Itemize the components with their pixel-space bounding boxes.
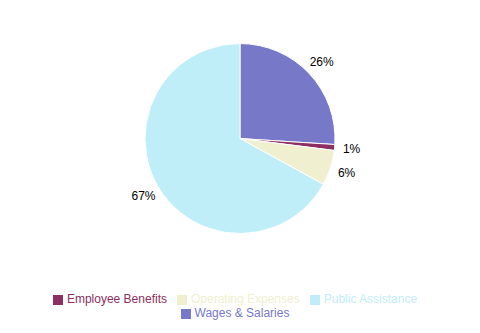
svg-text:1%: 1% — [343, 142, 361, 156]
html-text:Wages & Salaries: Wages & Salaries — [194, 306, 290, 320]
svg-text:6%: 6% — [338, 166, 356, 180]
html-text:Employee Benefits: Employee Benefits — [66, 292, 167, 306]
svg-text:26%: 26% — [310, 55, 334, 69]
svg-text:67%: 67% — [131, 189, 155, 203]
html-text:Public Assistance: Public Assistance — [323, 292, 418, 306]
html-text:Operating Expenses: Operating Expenses — [191, 292, 300, 306]
